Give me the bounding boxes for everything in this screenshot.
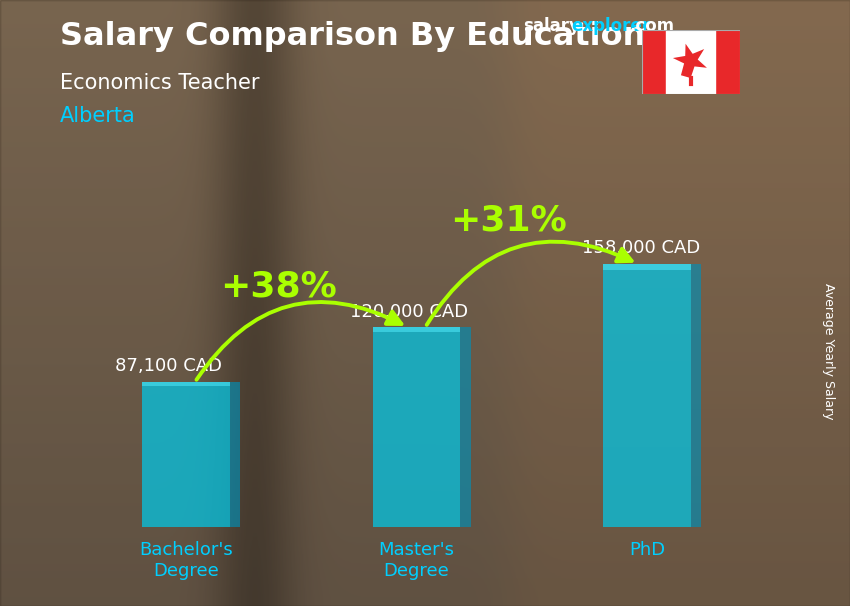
Text: Salary Comparison By Education: Salary Comparison By Education — [60, 21, 645, 52]
Bar — [603, 264, 690, 527]
Text: Average Yearly Salary: Average Yearly Salary — [822, 283, 836, 420]
Bar — [603, 264, 690, 270]
Bar — [373, 327, 460, 527]
Bar — [690, 264, 701, 527]
Bar — [230, 382, 241, 527]
Bar — [143, 382, 230, 527]
Bar — [143, 382, 230, 385]
Bar — [715, 30, 740, 94]
Text: Economics Teacher: Economics Teacher — [60, 73, 259, 93]
Bar — [642, 30, 666, 94]
Bar — [460, 327, 471, 527]
Text: 120,000 CAD: 120,000 CAD — [349, 302, 468, 321]
Text: +38%: +38% — [220, 269, 337, 303]
Text: .com: .com — [629, 17, 674, 35]
Bar — [666, 30, 715, 94]
Polygon shape — [673, 44, 707, 78]
Text: salary: salary — [523, 17, 580, 35]
Text: explorer: explorer — [571, 17, 650, 35]
Text: 87,100 CAD: 87,100 CAD — [115, 358, 222, 375]
Text: 158,000 CAD: 158,000 CAD — [582, 239, 700, 257]
Text: +31%: +31% — [450, 203, 567, 237]
Bar — [373, 327, 460, 332]
Text: Alberta: Alberta — [60, 106, 135, 126]
